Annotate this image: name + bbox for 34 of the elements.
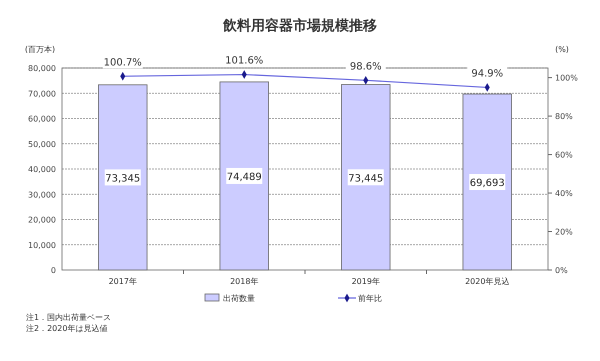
x-tick-label: 2019年 xyxy=(352,277,380,286)
data-label: 69,693 xyxy=(470,178,505,190)
y2-tick-label: 100% xyxy=(555,74,578,83)
y-tick-label: 40,000 xyxy=(28,165,56,174)
y-tick-label: 10,000 xyxy=(28,240,56,250)
y-tick-label: 20,000 xyxy=(28,216,56,224)
legend-label: 前年比 xyxy=(358,294,382,303)
y-tick-label: 60,000 xyxy=(28,114,56,124)
y2-tick-label: 80% xyxy=(555,112,574,122)
x-tick-label: 2020年見込 xyxy=(465,277,510,286)
chart-title: 飲料用容器市場規模推移 xyxy=(222,17,377,34)
legend-label: 出荷数量 xyxy=(223,294,255,303)
y-tick-label: 0 xyxy=(50,266,56,275)
y2-tick-label: 20% xyxy=(555,228,574,237)
data-label: 100.7% xyxy=(104,57,142,68)
y-tick-label: 50,000 xyxy=(28,140,56,149)
x-tick-label: 2018年 xyxy=(230,277,258,286)
data-label: 73,345 xyxy=(105,173,140,184)
y-tick-label: 30,000 xyxy=(28,190,56,200)
y-axis-title: (百万本) xyxy=(24,45,56,54)
y2-tick-label: 40% xyxy=(555,189,574,198)
data-label: 74,489 xyxy=(226,172,262,183)
x-tick-label: 2017年 xyxy=(108,277,137,286)
y2-tick-label: 0% xyxy=(555,266,568,275)
y-tick-label: 80,000 xyxy=(28,64,56,73)
data-label: 101.6% xyxy=(225,56,264,67)
y-tick-label: 70,000 xyxy=(28,89,56,98)
data-label: 94.9% xyxy=(471,68,504,80)
text: 注2．2020年は見込値 xyxy=(26,324,108,333)
data-label: 98.6% xyxy=(350,61,382,72)
text: 注1．国内出荷量ベース xyxy=(26,313,112,322)
y2-axis-title: (%) xyxy=(555,45,569,54)
data-label: 73,445 xyxy=(348,173,384,184)
y2-tick-label: 60% xyxy=(555,150,574,160)
